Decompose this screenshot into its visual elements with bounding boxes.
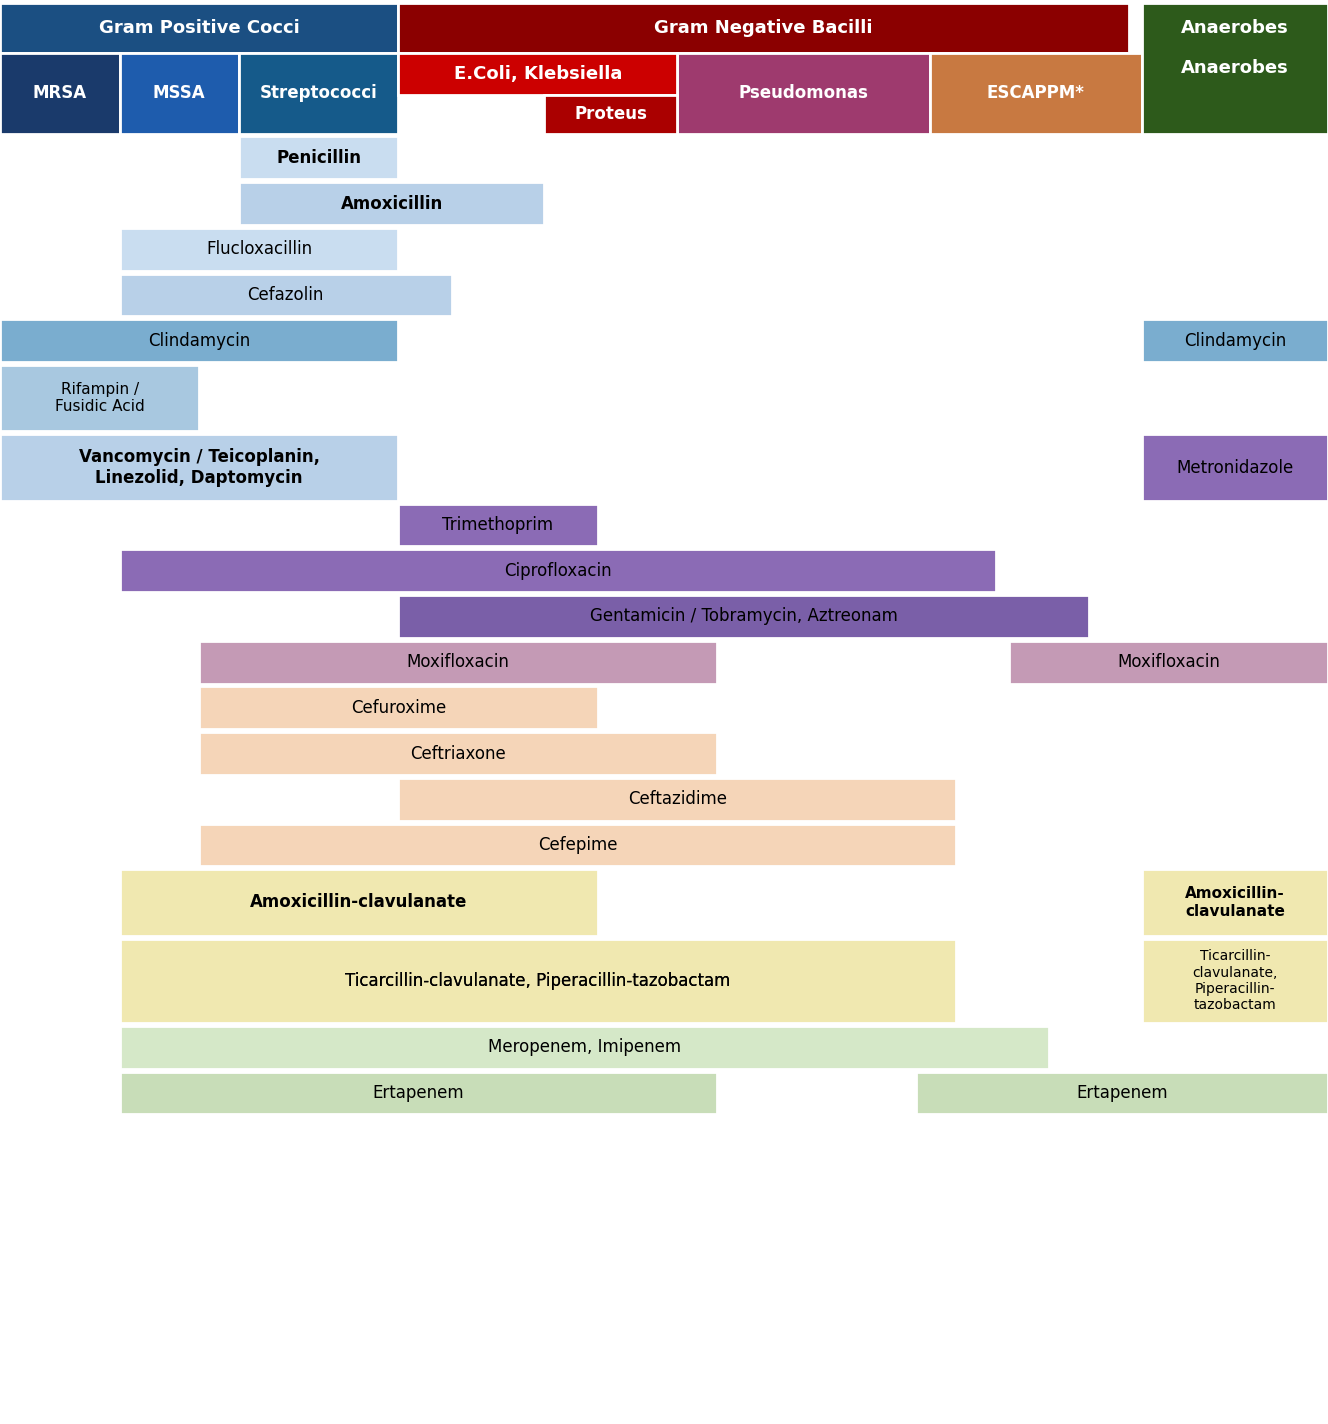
Bar: [398, 595, 1089, 638]
Text: Ciprofloxacin: Ciprofloxacin: [503, 562, 612, 580]
Bar: [120, 869, 598, 936]
Text: Ertapenem: Ertapenem: [1077, 1084, 1167, 1102]
Bar: [120, 1025, 1049, 1068]
Bar: [120, 938, 956, 1022]
Bar: [120, 53, 239, 134]
Bar: [398, 3, 1129, 54]
Bar: [0, 319, 398, 362]
Bar: [0, 434, 398, 501]
Text: Gram Negative Bacilli: Gram Negative Bacilli: [655, 19, 872, 37]
Bar: [1009, 641, 1328, 684]
Bar: [1142, 869, 1328, 936]
Bar: [677, 53, 930, 134]
Bar: [1142, 434, 1328, 501]
Bar: [199, 686, 598, 729]
Bar: [0, 3, 398, 54]
Bar: [398, 778, 956, 820]
Text: Anaerobes: Anaerobes: [1181, 19, 1289, 37]
Bar: [199, 732, 717, 775]
Text: Gram Positive Cocci: Gram Positive Cocci: [98, 19, 300, 37]
Bar: [0, 53, 120, 134]
Text: Anaerobes: Anaerobes: [1181, 60, 1289, 77]
Bar: [0, 365, 199, 431]
Text: Moxifloxacin: Moxifloxacin: [406, 654, 510, 671]
Text: Rifampin /
Fusidic Acid: Rifampin / Fusidic Acid: [54, 382, 145, 414]
Bar: [120, 550, 996, 592]
Text: Metronidazole: Metronidazole: [1177, 459, 1293, 477]
Bar: [916, 1072, 1328, 1115]
Text: Streptococci: Streptococci: [260, 84, 377, 103]
Text: Clindamycin: Clindamycin: [149, 332, 250, 349]
Text: Pseudomonas: Pseudomonas: [738, 84, 869, 103]
Text: Penicillin: Penicillin: [276, 150, 361, 167]
Text: Moxifloxacin: Moxifloxacin: [1117, 654, 1220, 671]
Text: Cefuroxime: Cefuroxime: [351, 699, 446, 716]
Text: Meropenem, Imipenem: Meropenem, Imipenem: [487, 1038, 681, 1057]
Bar: [120, 228, 398, 271]
Text: Proteus: Proteus: [575, 105, 647, 124]
Text: E.Coli, Klebsiella: E.Coli, Klebsiella: [454, 66, 622, 83]
Text: Ticarcillin-
clavulanate,
Piperacillin-
tazobactam: Ticarcillin- clavulanate, Piperacillin- …: [1193, 950, 1278, 1012]
Text: Ticarcillin-clavulanate, Piperacillin-tazobactam: Ticarcillin-clavulanate, Piperacillin-ta…: [345, 971, 730, 990]
Text: Flucloxacillin: Flucloxacillin: [206, 241, 312, 258]
Text: Amoxicillin: Amoxicillin: [341, 195, 442, 212]
Bar: [544, 95, 677, 134]
Text: Ceftriaxone: Ceftriaxone: [410, 745, 506, 762]
Bar: [1142, 3, 1328, 134]
Bar: [199, 823, 956, 866]
Bar: [239, 53, 398, 134]
Text: Ticarcillin-clavulanate, Piperacillin-tazobactam: Ticarcillin-clavulanate, Piperacillin-ta…: [345, 971, 730, 990]
Bar: [120, 1072, 717, 1115]
Text: Cefazolin: Cefazolin: [247, 286, 324, 303]
Text: Gentamicin / Tobramycin, Aztreonam: Gentamicin / Tobramycin, Aztreonam: [590, 608, 898, 625]
Bar: [120, 273, 452, 316]
Text: Vancomycin / Teicoplanin,
Linezolid, Daptomycin: Vancomycin / Teicoplanin, Linezolid, Dap…: [78, 449, 320, 487]
Bar: [398, 504, 598, 547]
Text: ESCAPPM*: ESCAPPM*: [987, 84, 1085, 103]
Bar: [930, 53, 1142, 134]
Bar: [199, 641, 717, 684]
Bar: [239, 137, 398, 179]
Bar: [1142, 3, 1328, 54]
Text: Amoxicillin-
clavulanate: Amoxicillin- clavulanate: [1185, 886, 1286, 918]
Text: Ertapenem: Ertapenem: [373, 1084, 463, 1102]
Text: Cefepime: Cefepime: [538, 836, 618, 854]
Bar: [1142, 938, 1328, 1022]
Text: Clindamycin: Clindamycin: [1185, 332, 1286, 349]
Text: MSSA: MSSA: [153, 84, 206, 103]
Bar: [1142, 319, 1328, 362]
Bar: [239, 182, 544, 225]
Text: MRSA: MRSA: [33, 84, 86, 103]
Text: Trimethoprim: Trimethoprim: [442, 515, 554, 534]
Text: Amoxicillin-clavulanate: Amoxicillin-clavulanate: [250, 893, 467, 911]
Text: Ceftazidime: Ceftazidime: [628, 790, 726, 809]
Bar: [398, 54, 677, 95]
